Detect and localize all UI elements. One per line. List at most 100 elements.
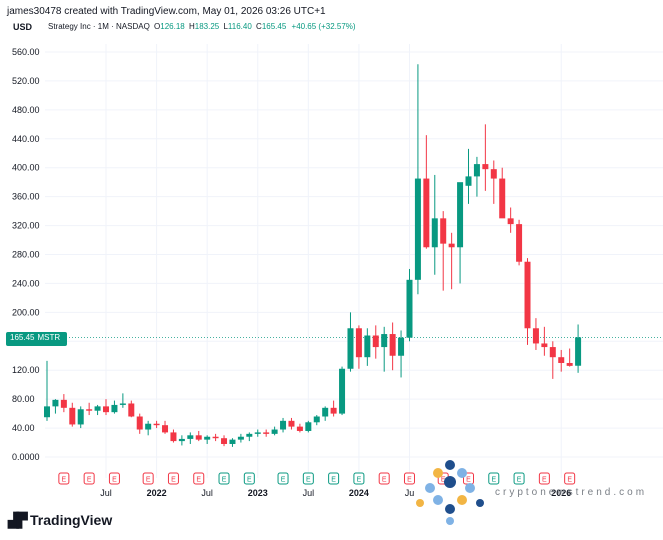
last-price-tag[interactable]: 165.45 MSTR bbox=[6, 332, 68, 346]
chart-grid bbox=[45, 44, 663, 478]
price-axis: 560.00 520.00 480.00 440.00 400.00 360.00 320.… bbox=[12, 47, 40, 462]
candle-body bbox=[86, 409, 93, 411]
candle-body bbox=[60, 399, 67, 408]
candle-body bbox=[77, 409, 84, 425]
candle bbox=[86, 402, 93, 416]
candle bbox=[263, 429, 270, 437]
candle-body bbox=[558, 357, 565, 363]
y-tick-label: 360.00 bbox=[12, 192, 40, 202]
candle bbox=[187, 432, 194, 444]
candle-body bbox=[237, 436, 244, 440]
candle-body bbox=[288, 420, 295, 427]
tradingview-mark-icon: ▟▛ bbox=[8, 512, 28, 528]
candle bbox=[271, 426, 278, 436]
earnings-letter: E bbox=[331, 477, 336, 484]
candle bbox=[339, 366, 346, 416]
candle-body bbox=[549, 347, 556, 358]
x-tick-label: 2022 bbox=[147, 488, 167, 498]
symbol-header: USD Strategy Inc · 1M · NASDAQ O126.18 H… bbox=[0, 18, 663, 36]
earnings-letter: E bbox=[146, 477, 151, 484]
candle bbox=[52, 399, 59, 414]
candle bbox=[170, 429, 177, 443]
candle bbox=[490, 160, 497, 204]
candle bbox=[541, 326, 548, 356]
candle bbox=[229, 438, 236, 447]
candle-body bbox=[473, 164, 480, 177]
candle bbox=[575, 324, 582, 373]
candle bbox=[372, 325, 379, 359]
candle-body bbox=[524, 261, 531, 329]
candle bbox=[111, 400, 118, 414]
candle bbox=[288, 417, 295, 430]
low-label: L bbox=[223, 22, 228, 31]
candle-body bbox=[381, 334, 388, 348]
candle bbox=[549, 341, 556, 379]
candle bbox=[119, 393, 126, 408]
earnings-badge bbox=[353, 472, 365, 485]
candle-body bbox=[406, 279, 413, 338]
candle bbox=[44, 360, 50, 421]
candle-body bbox=[44, 406, 50, 418]
watermark-text: cryptonewstrend.com bbox=[495, 487, 648, 498]
open-label: O bbox=[154, 22, 161, 31]
earnings-letter: E bbox=[171, 477, 176, 484]
candle bbox=[178, 435, 185, 446]
earnings-badge bbox=[277, 472, 289, 485]
low-value: 116.40 bbox=[227, 22, 252, 31]
y-tick-label: 0.0000 bbox=[12, 452, 40, 462]
candle-body bbox=[372, 335, 379, 348]
candle-body bbox=[136, 416, 143, 430]
candle-body bbox=[111, 404, 118, 413]
candle-body bbox=[339, 368, 346, 414]
close-label: C bbox=[256, 22, 262, 31]
x-tick-label: 2026 bbox=[551, 488, 571, 498]
x-tick-label: Jul bbox=[303, 488, 315, 498]
candle-body bbox=[229, 439, 236, 444]
symbol-legend[interactable]: Strategy Inc · 1M · NASDAQ O126.18 H183.… bbox=[48, 22, 356, 31]
candle-body bbox=[355, 328, 362, 358]
candle-body bbox=[119, 403, 126, 405]
x-tick-label: Ju bbox=[405, 488, 415, 498]
candle bbox=[440, 211, 447, 291]
candle bbox=[473, 156, 480, 197]
candle-body bbox=[322, 407, 329, 417]
candle-body bbox=[414, 178, 421, 280]
time-axis: Jul 2022 Jul 2023 Jul 2024 Ju 2026 bbox=[100, 488, 571, 498]
candle bbox=[322, 406, 329, 421]
candle bbox=[128, 400, 135, 418]
candle bbox=[398, 330, 405, 378]
candles-layer bbox=[44, 64, 582, 447]
candle-body bbox=[398, 337, 405, 356]
candle bbox=[313, 415, 320, 426]
candle bbox=[136, 413, 143, 434]
y-tick-label: 480.00 bbox=[12, 105, 40, 115]
candle-body bbox=[507, 218, 514, 225]
earnings-badge bbox=[513, 472, 525, 485]
candle-body bbox=[313, 416, 320, 423]
candle bbox=[145, 420, 152, 436]
earnings-marker: E bbox=[302, 472, 314, 485]
candle-body bbox=[364, 335, 371, 358]
candle-body bbox=[296, 426, 303, 431]
candle bbox=[296, 423, 303, 433]
close-value: 165.45 bbox=[261, 22, 287, 31]
candle bbox=[558, 349, 565, 372]
symbol-description: Strategy Inc · 1M · NASDAQ bbox=[48, 22, 150, 31]
candle bbox=[330, 400, 337, 417]
tradingview-logo[interactable]: ▟▛ TradingView bbox=[8, 512, 112, 529]
candle bbox=[347, 312, 354, 372]
candle-body bbox=[195, 435, 202, 440]
candle bbox=[448, 232, 455, 290]
earnings-letter: E bbox=[62, 477, 67, 484]
candle-body bbox=[516, 224, 523, 262]
earnings-letter: E bbox=[517, 477, 522, 484]
candle-body bbox=[330, 407, 337, 414]
candle-body bbox=[305, 422, 312, 431]
candle-body bbox=[482, 164, 489, 170]
earnings-letter: E bbox=[112, 477, 117, 484]
earnings-letter: E bbox=[542, 477, 547, 484]
candle-body bbox=[423, 178, 430, 248]
candle-body bbox=[541, 343, 548, 348]
earnings-badge bbox=[58, 472, 70, 485]
